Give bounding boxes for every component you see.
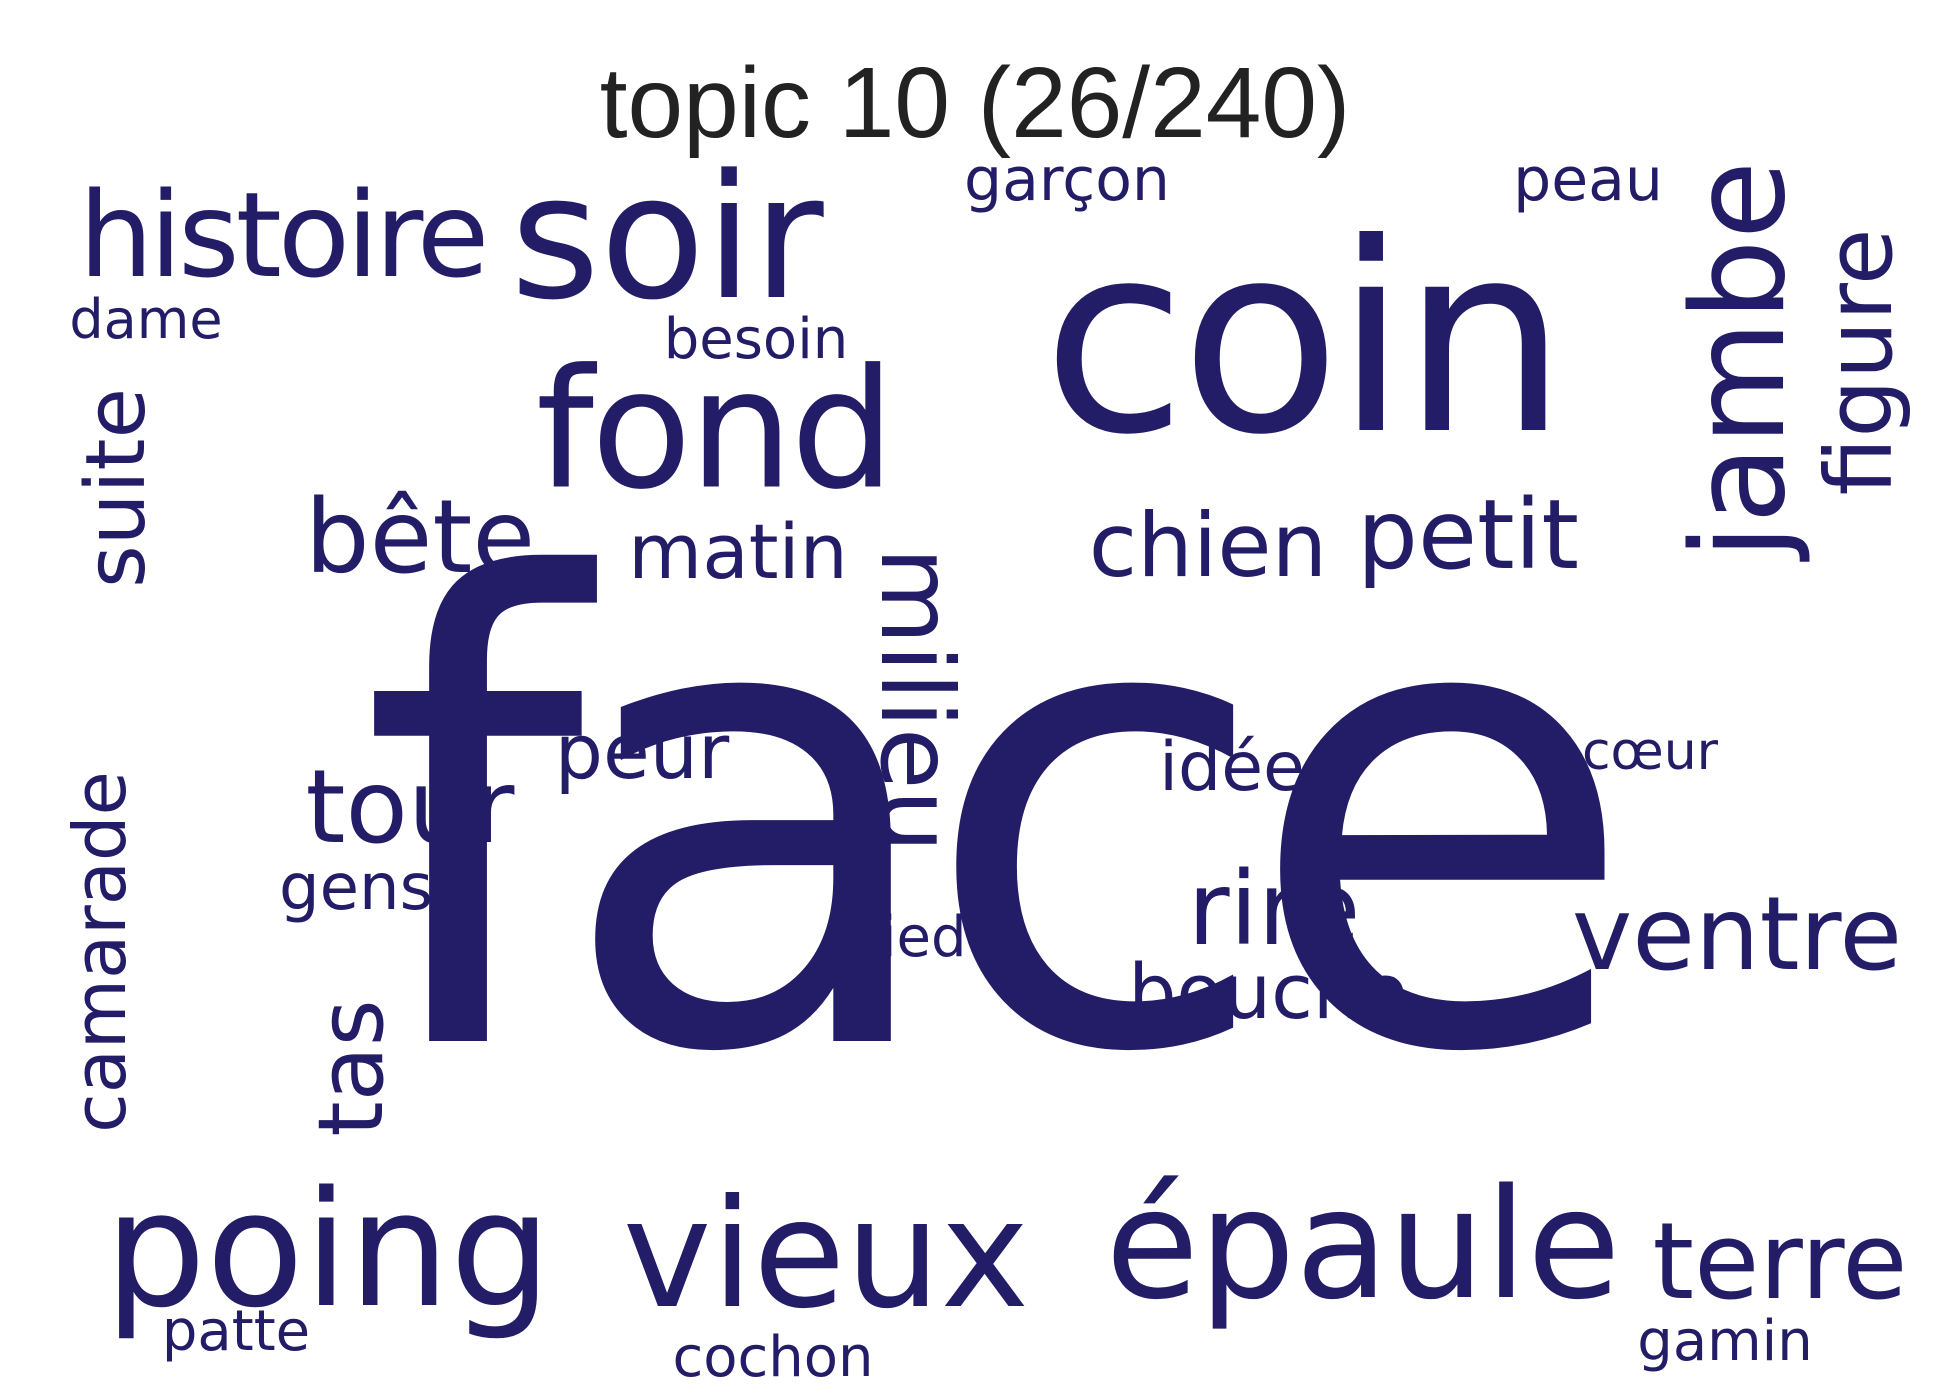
word-terre: terre: [1652, 1200, 1908, 1323]
word-suite: suite: [69, 387, 164, 589]
word-cochon: cochon: [672, 1325, 874, 1390]
word-matin: matin: [628, 507, 848, 596]
word-coin: coin: [1042, 187, 1567, 492]
word-garcon: garçon: [964, 145, 1170, 215]
word-bouche: bouche: [1128, 947, 1408, 1036]
word-petit: petit: [1357, 479, 1579, 591]
word-coeur: cœur: [1581, 722, 1719, 782]
cloud-title: topic 10 (26/240): [599, 47, 1351, 159]
word-vieux: vieux: [622, 1168, 1030, 1342]
word-rire: rire: [1187, 850, 1361, 969]
word-chien: chien: [1088, 494, 1328, 597]
word-besoin: besoin: [663, 307, 849, 372]
word-gamin: gamin: [1637, 1309, 1813, 1374]
word-poing: poing: [104, 1156, 552, 1343]
word-ventre: ventre: [1571, 875, 1903, 994]
word-soir: soir: [510, 137, 824, 338]
word-patte: patte: [161, 1299, 311, 1364]
word-peur: peur: [554, 707, 730, 796]
word-dame: dame: [69, 288, 223, 351]
word-jambe: jambe: [1665, 160, 1814, 560]
word-histoire: histoire: [78, 166, 490, 304]
word-pied: pied: [845, 905, 967, 970]
word-gens: gens: [279, 851, 433, 925]
word-epaule: épaule: [1105, 1156, 1621, 1333]
word-fond: fond: [535, 333, 895, 526]
word-peau: peau: [1513, 145, 1663, 215]
word-bete: bête: [304, 478, 536, 597]
word-figure: figure: [1806, 228, 1913, 496]
word-face: face: [359, 447, 1638, 1192]
word-camarade: camarade: [58, 771, 142, 1133]
word-idee: idée: [1159, 728, 1305, 807]
word-tour: tour: [305, 748, 515, 867]
word-tas: tas: [299, 999, 404, 1137]
word-milieu: milieu: [858, 547, 975, 853]
